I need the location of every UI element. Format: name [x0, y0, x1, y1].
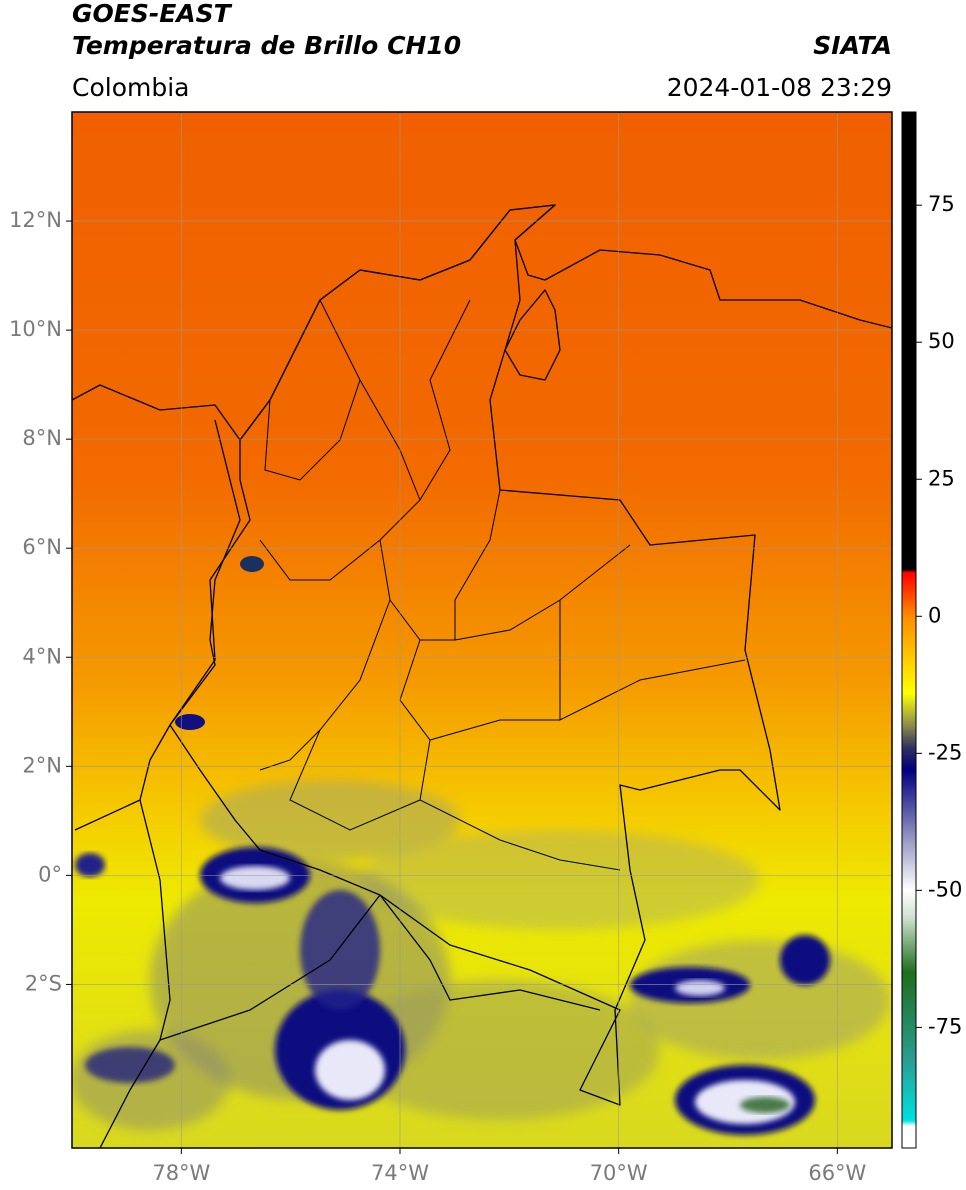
- imagery: [72, 112, 892, 1148]
- colorbar-tick-label: 75: [928, 192, 955, 216]
- colorbar: [901, 111, 917, 1149]
- colorbar-tick-label: 50: [928, 329, 955, 353]
- lat-tick-label: 8°N: [22, 426, 62, 450]
- peru-brazil-border: [159, 894, 601, 1041]
- cold-clouds: [75, 556, 830, 1135]
- lake-maracaibo: [504, 289, 561, 381]
- graticule: [72, 112, 892, 1148]
- product-title: Temperatura de Brillo CH10: [72, 31, 461, 60]
- colombia-border: [169, 204, 781, 1106]
- lat-tick-label: 10°N: [9, 317, 62, 341]
- lon-tick-label: 70°W: [590, 1161, 648, 1185]
- lat-tick-label: 2°S: [25, 971, 62, 995]
- colorbar-tick-label: -25: [928, 740, 962, 764]
- satellite-title: GOES-EAST: [72, 0, 233, 28]
- datetime-label: 2024-01-08 23:29: [667, 73, 892, 102]
- region-label: Colombia: [72, 73, 189, 102]
- colorbar-tick-label: -50: [928, 877, 962, 901]
- lat-tick-label: 6°N: [22, 535, 62, 559]
- lat-tick-label: 12°N: [9, 208, 62, 232]
- lat-tick-label: 4°N: [22, 644, 62, 668]
- lon-tick-label: 66°W: [808, 1161, 866, 1185]
- colorbar-tick-label: 25: [928, 466, 955, 490]
- colorbar-tick-label: 0: [928, 603, 941, 627]
- lon-tick-label: 74°W: [371, 1161, 429, 1185]
- source-label: SIATA: [813, 31, 892, 60]
- lat-tick-label: 0°: [38, 862, 62, 886]
- lat-tick-label: 2°N: [22, 753, 62, 777]
- map-frame: [71, 111, 893, 1149]
- colorbar-tick-label: -75: [928, 1014, 962, 1038]
- lon-tick-label: 78°W: [152, 1161, 210, 1185]
- pacific-coast: [74, 419, 241, 1148]
- internal-borders: [259, 299, 746, 871]
